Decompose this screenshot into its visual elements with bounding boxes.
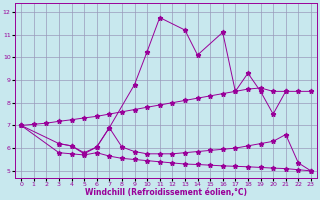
X-axis label: Windchill (Refroidissement éolien,°C): Windchill (Refroidissement éolien,°C) (85, 188, 247, 197)
